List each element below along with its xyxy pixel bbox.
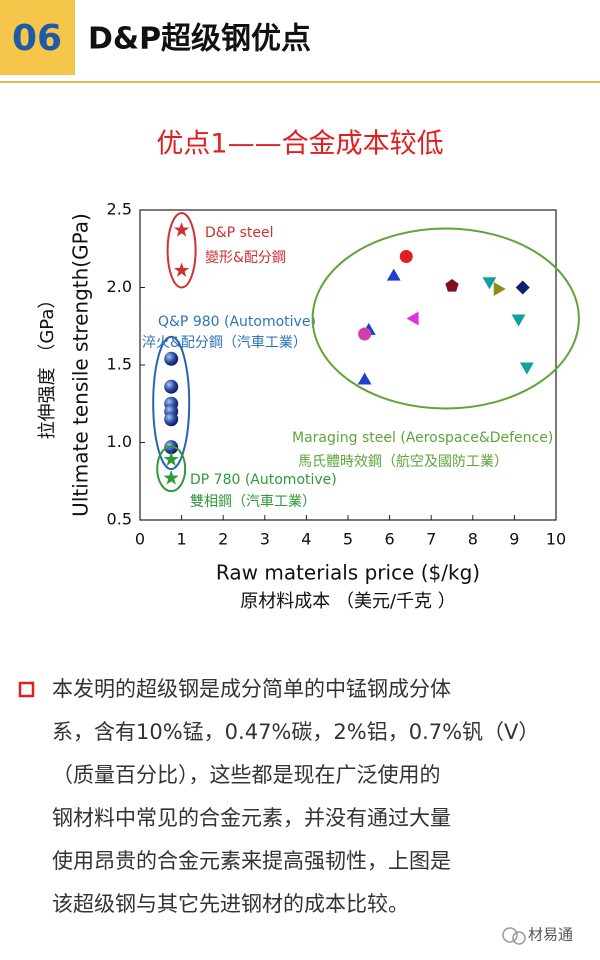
- point: [515, 280, 530, 295]
- y-axis-title-cn: 拉伸强度 （GPa）: [37, 291, 58, 440]
- point: [164, 379, 179, 394]
- point: [519, 362, 534, 375]
- body-line: 该超级钢与其它先进钢材的成本比较。: [52, 892, 409, 916]
- body-line: 系，含有10%锰，0.47%碳，2%铝，0.7%钒（V）: [52, 720, 539, 744]
- x-tick-label: 8: [468, 530, 478, 549]
- point: [406, 311, 419, 326]
- point: [173, 222, 190, 237]
- x-tick-label: 0: [135, 530, 145, 549]
- point: [482, 277, 497, 290]
- point: [173, 262, 190, 277]
- group-ellipse: [152, 335, 191, 471]
- bullet: [18, 681, 35, 698]
- header-badge: [0, 0, 75, 75]
- x-axis-title: Raw materials price ($/kg): [216, 561, 480, 585]
- x-tick-label: 10: [546, 530, 566, 549]
- header-number: 06: [12, 18, 62, 59]
- point: [357, 372, 372, 385]
- body-line: （质量百分比），这些都是现在广泛使用的: [52, 763, 441, 787]
- y-tick-label: 2.5: [107, 200, 132, 219]
- group-label: D&P steel: [205, 225, 274, 241]
- x-tick-label: 4: [301, 530, 311, 549]
- point: [163, 470, 179, 485]
- point: [493, 282, 506, 296]
- group-label-cn: 雙相鋼（汽車工業）: [190, 493, 316, 510]
- point: [358, 327, 372, 341]
- x-axis-title-cn: 原材料成本 （美元/千克 ）: [240, 591, 456, 612]
- y-axis-title: Ultimate tensile strength(GPa): [69, 213, 93, 517]
- chart-title: 优点1——合金成本较低: [156, 129, 443, 160]
- y-tick-label: 1.5: [107, 355, 132, 374]
- x-tick-label: 6: [385, 530, 395, 549]
- point: [399, 250, 413, 263]
- header-title: D&P超级钢优点: [88, 22, 311, 57]
- point: [164, 351, 179, 366]
- group-label: Maraging steel (Aerospace&Defence): [292, 430, 553, 446]
- group-ellipse: [156, 445, 187, 493]
- group-label-cn: 變形&配分鋼: [205, 250, 286, 266]
- point: [511, 314, 526, 327]
- watermark-icon: [502, 927, 526, 945]
- body-line: 使用昂贵的合金元素来提高强韧性，上图是: [52, 849, 451, 873]
- x-tick-label: 2: [218, 530, 228, 549]
- x-tick-label: 7: [426, 530, 436, 549]
- point: [445, 278, 459, 292]
- y-tick-label: 0.5: [107, 510, 132, 529]
- x-tick-label: 9: [509, 530, 519, 549]
- point: [164, 412, 179, 427]
- body-line: 本发明的超级钢是成分简单的中锰钢成分体: [52, 677, 451, 701]
- watermark: 材易通: [528, 926, 573, 944]
- group-ellipse: [166, 212, 197, 289]
- body-line: 钢材料中常见的合金元素，并没有通过大量: [52, 806, 451, 830]
- y-tick-label: 2.0: [107, 277, 132, 296]
- y-tick-label: 1.0: [107, 432, 132, 451]
- x-tick-label: 1: [177, 530, 187, 549]
- group-label-cn: 淬火&配分鋼（汽車工業）: [142, 334, 307, 351]
- x-tick-label: 5: [343, 530, 353, 549]
- group-label-cn: 馬氏體時效鋼（航空及國防工業）: [298, 454, 508, 470]
- group-label: Q&P 980 (Automotive): [158, 314, 316, 330]
- x-tick-label: 3: [260, 530, 270, 549]
- point: [163, 451, 179, 467]
- point: [386, 268, 401, 281]
- group-label: DP 780 (Automotive): [190, 472, 337, 488]
- group-ellipse: [311, 227, 580, 410]
